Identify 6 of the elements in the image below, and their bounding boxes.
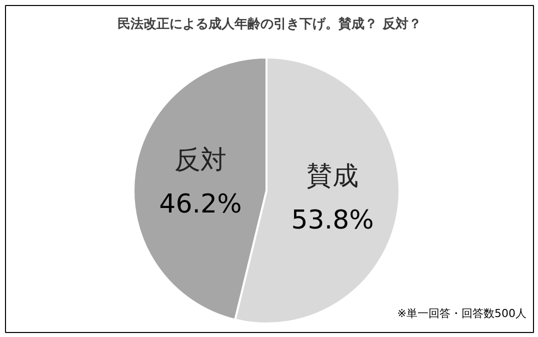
- text: ※単一回答・回答数500人: [397, 307, 527, 320]
- data-label: 46.2%: [159, 190, 242, 220]
- data-label: 53.8%: [291, 205, 374, 236]
- chart-title: 民法改正による成人年齢の引き下げ。賛成？ 反対？: [118, 16, 422, 32]
- slice-label: 反対: [174, 146, 226, 176]
- slice-label: 賛成: [306, 161, 359, 192]
